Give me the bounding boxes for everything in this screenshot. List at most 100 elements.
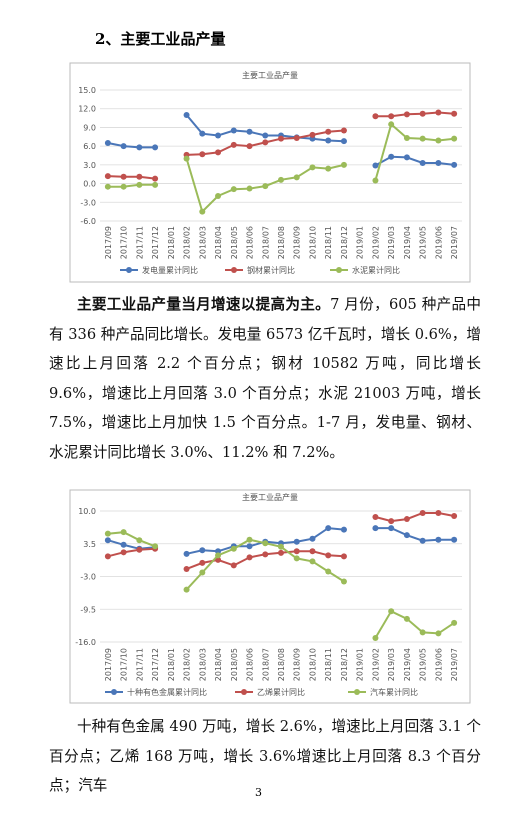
x-tick-label: 2018/02 (183, 648, 192, 681)
legend-marker (241, 689, 247, 695)
point (246, 554, 253, 561)
point (104, 173, 111, 180)
point (246, 536, 253, 543)
x-tick-label: 2019/06 (434, 226, 443, 259)
point (230, 545, 237, 552)
point (120, 541, 127, 548)
point (278, 543, 284, 550)
point (403, 532, 410, 539)
point (340, 138, 347, 145)
x-tick-label: 2017/09 (104, 648, 113, 681)
legend-label: 乙烯累计同比 (257, 687, 305, 697)
x-tick-label: 2018/02 (183, 226, 192, 259)
point (215, 132, 222, 139)
point (199, 208, 206, 215)
point (325, 165, 332, 172)
point (388, 153, 395, 160)
point (136, 173, 143, 180)
point (246, 143, 253, 150)
point (293, 548, 300, 555)
point (183, 565, 190, 572)
point (278, 176, 284, 183)
point (262, 540, 269, 547)
point (230, 186, 237, 193)
legend-marker (126, 267, 132, 273)
x-tick-label: 2018/05 (230, 226, 239, 259)
point (340, 127, 347, 134)
y-tick-label: 10.0 (78, 507, 96, 516)
y-tick-label: 15.0 (78, 86, 96, 95)
point (293, 135, 300, 142)
point (372, 634, 379, 641)
legend-label: 十种有色金属累计同比 (127, 687, 207, 697)
chart-frame (69, 489, 471, 704)
y-tick-label: -3.0 (80, 573, 96, 582)
x-tick-label: 2018/05 (230, 648, 239, 681)
point (215, 149, 222, 156)
point (451, 161, 458, 168)
point (309, 164, 316, 171)
x-tick-label: 2018/12 (340, 648, 349, 681)
point (388, 113, 395, 120)
point (104, 183, 111, 190)
x-tick-label: 2017/12 (151, 226, 160, 259)
y-tick-label: -9.5 (80, 605, 96, 614)
point (372, 525, 379, 532)
point (325, 525, 332, 532)
point (215, 552, 222, 559)
x-tick-label: 2019/06 (434, 648, 443, 681)
lead: 主要工业品产量当月增速以提高为主。 (77, 296, 331, 313)
point (104, 553, 111, 560)
point (136, 537, 143, 544)
point (120, 549, 127, 556)
point (388, 518, 395, 525)
x-tick-label: 2018/11 (324, 226, 333, 259)
x-tick-label: 2019/07 (450, 226, 459, 259)
point (199, 569, 206, 576)
paragraph: 十种有色金属 490 万吨，增长 2.6%，增速比上月回落 3.1 个百分点；乙… (49, 712, 481, 801)
x-tick-label: 2018/06 (246, 226, 255, 259)
y-tick-label: 12.0 (78, 105, 96, 114)
x-tick-label: 2019/04 (403, 226, 412, 259)
paragraph: 主要工业品产量当月增速以提高为主。7 月份，605 种产品中有 336 种产品同… (49, 290, 481, 467)
point (183, 155, 190, 162)
point (152, 144, 159, 151)
chart-title: 主要工业品产量 (242, 70, 298, 80)
point (199, 130, 206, 137)
point (136, 144, 143, 151)
point (451, 513, 458, 520)
legend-label: 钢材累计同比 (247, 265, 295, 275)
point (262, 132, 269, 139)
x-tick-label: 2018/11 (324, 648, 333, 681)
x-tick-label: 2017/12 (151, 648, 160, 681)
point (230, 127, 237, 134)
point (262, 551, 269, 558)
point (183, 111, 190, 118)
legend-marker (231, 267, 237, 273)
point (435, 510, 442, 517)
point (136, 546, 143, 553)
x-tick-label: 2019/02 (371, 648, 380, 681)
x-tick-label: 2019/01 (356, 226, 365, 259)
point (183, 586, 190, 593)
point (403, 111, 410, 118)
point (230, 141, 237, 148)
legend-label: 汽车累计同比 (370, 687, 418, 697)
point (419, 135, 426, 142)
x-tick-label: 2018/07 (261, 648, 270, 681)
text: 7 月份，605 种产品中有 336 种产品同比增长。发电量 6573 亿千瓦时… (49, 296, 481, 461)
x-tick-label: 2019/05 (419, 648, 428, 681)
point (435, 536, 442, 543)
point (403, 516, 410, 523)
point (309, 535, 316, 542)
point (120, 143, 127, 150)
point (451, 619, 458, 626)
y-tick-label: -3.0 (80, 198, 96, 207)
x-tick-label: 2019/07 (450, 648, 459, 681)
point (246, 185, 253, 192)
point (340, 578, 347, 585)
point (293, 555, 300, 562)
y-tick-label: 0.0 (83, 180, 96, 189)
point (136, 181, 143, 188)
point (325, 137, 332, 144)
